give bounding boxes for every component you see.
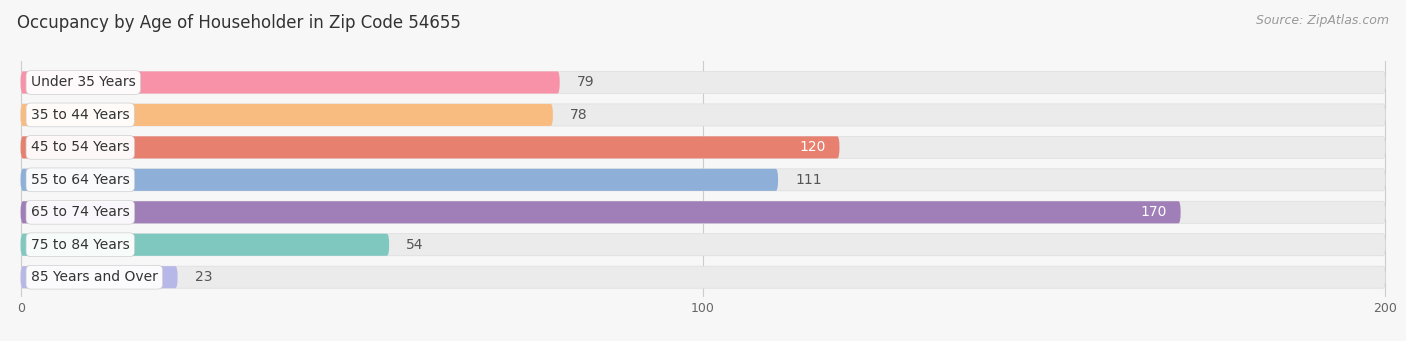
Text: 85 Years and Over: 85 Years and Over <box>31 270 157 284</box>
Text: 79: 79 <box>576 75 595 89</box>
FancyBboxPatch shape <box>21 104 553 126</box>
Text: 23: 23 <box>194 270 212 284</box>
FancyBboxPatch shape <box>21 104 1385 126</box>
Text: Source: ZipAtlas.com: Source: ZipAtlas.com <box>1256 14 1389 27</box>
FancyBboxPatch shape <box>21 201 1385 223</box>
FancyBboxPatch shape <box>21 72 1385 93</box>
FancyBboxPatch shape <box>21 136 1385 159</box>
FancyBboxPatch shape <box>21 266 177 288</box>
Text: 111: 111 <box>796 173 821 187</box>
Text: Occupancy by Age of Householder in Zip Code 54655: Occupancy by Age of Householder in Zip C… <box>17 14 461 32</box>
Text: 120: 120 <box>800 140 825 154</box>
FancyBboxPatch shape <box>21 169 1385 191</box>
FancyBboxPatch shape <box>21 234 389 256</box>
FancyBboxPatch shape <box>21 136 839 159</box>
Text: 54: 54 <box>406 238 423 252</box>
Text: Under 35 Years: Under 35 Years <box>31 75 135 89</box>
Text: 55 to 64 Years: 55 to 64 Years <box>31 173 129 187</box>
FancyBboxPatch shape <box>21 72 560 93</box>
Text: 45 to 54 Years: 45 to 54 Years <box>31 140 129 154</box>
FancyBboxPatch shape <box>21 169 778 191</box>
Text: 65 to 74 Years: 65 to 74 Years <box>31 205 129 219</box>
FancyBboxPatch shape <box>21 234 1385 256</box>
Text: 78: 78 <box>569 108 588 122</box>
Text: 170: 170 <box>1140 205 1167 219</box>
Text: 75 to 84 Years: 75 to 84 Years <box>31 238 129 252</box>
Text: 35 to 44 Years: 35 to 44 Years <box>31 108 129 122</box>
FancyBboxPatch shape <box>21 266 1385 288</box>
FancyBboxPatch shape <box>21 201 1181 223</box>
